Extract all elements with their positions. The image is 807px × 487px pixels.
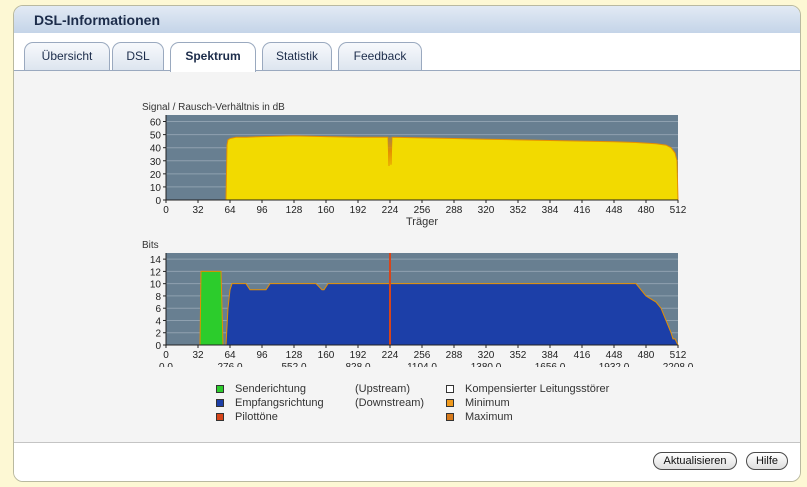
x-tick-label: 160 [318,205,335,216]
x-tick-label: 512 [670,350,687,361]
x-tick-label: 320 [478,205,495,216]
legend-label-downstream: Empfangsrichtung [235,397,324,409]
x-tick-label-khz: 0.0 [159,362,173,367]
x-tick-label: 0 [163,350,169,361]
page-title: DSL-Informationen [34,12,160,28]
y-tick-label: 10 [150,280,162,291]
legend-swatch-compensated [446,385,454,393]
tab-statistik[interactable]: Statistik [262,42,332,70]
series-area-1 [225,283,679,346]
x-tick-label: 160 [318,350,335,361]
x-tick-label: 384 [542,205,559,216]
x-tick-label-khz: 552.0 [281,362,306,367]
x-tick-label: 96 [256,350,268,361]
tab-spektrum[interactable]: Spektrum [170,42,256,72]
tab-feedback[interactable]: Feedback [338,42,422,70]
help-button[interactable]: Hilfe [746,452,788,470]
x-tick-label: 128 [286,350,303,361]
x-tick-label: 224 [382,205,399,216]
x-tick-label: 288 [446,205,463,216]
series-area-0 [166,135,679,201]
x-tick-label: 448 [606,205,623,216]
y-tick-label: 0 [155,341,161,352]
x-tick-label: 192 [350,350,367,361]
y-tick-label: 20 [150,170,162,181]
x-tick-label-khz: 1104.0 [407,362,437,367]
legend-swatch-minimum [446,399,454,407]
y-tick-label: 2 [155,329,161,340]
x-tick-label: 512 [670,205,687,216]
x-tick-label: 128 [286,205,303,216]
y-tick-label: 8 [155,292,161,303]
x-tick-label: 32 [192,205,204,216]
x-tick-label: 384 [542,350,559,361]
x-tick-label: 192 [350,205,367,216]
dsl-info-panel: DSL-Informationen Übersicht DSL Spektrum… [13,5,801,482]
x-tick-label: 352 [510,350,527,361]
y-tick-label: 30 [150,157,162,168]
y-tick-label: 6 [155,304,161,315]
legend-label-maximum: Maximum [465,411,513,423]
x-tick-label: 224 [382,350,399,361]
tab-dsl[interactable]: DSL [112,42,164,70]
chart-title: Bits [142,240,159,251]
legend-swatch-maximum [446,413,454,421]
x-tick-label: 416 [574,205,591,216]
legend-note-upstream: (Upstream) [355,383,411,395]
legend-note-downstream: (Downstream) [355,397,425,409]
chart-title: Signal / Rausch-Verhältnis in dB [142,102,285,113]
x-tick-label: 288 [446,350,463,361]
y-tick-label: 60 [150,118,162,129]
x-tick-label: 256 [414,350,431,361]
legend-swatch-downstream [216,399,224,407]
y-tick-label: 40 [150,144,162,155]
x-tick-label: 448 [606,350,623,361]
spectrum-content: Signal / Rausch-Verhältnis in dB 0 10 20 30 4… [14,71,800,443]
legend-label-compensated: Kompensierter Leitungsstörer [465,383,610,395]
x-tick-label: 32 [192,350,204,361]
x-tick-label-khz: 828.0 [345,362,370,367]
x-tick-label: 96 [256,205,268,216]
legend-swatch-pilot [216,413,224,421]
x-tick-label-khz: 2208.0 [663,362,694,367]
tab-uebersicht[interactable]: Übersicht [24,42,110,70]
y-tick-label: 0 [155,196,161,207]
x-tick-label-khz: 1932.0 [599,362,630,367]
x-tick-label-khz: 276.0 [217,362,242,367]
x-tick-label: 320 [478,350,495,361]
x-axis-label: Träger [406,216,438,228]
snr-chart: Signal / Rausch-Verhältnis in dB01020304… [142,102,687,228]
series-area-0 [198,270,224,346]
legend-label-upstream: Senderichtung [235,383,306,395]
x-tick-label: 352 [510,205,527,216]
x-tick-label: 480 [638,205,655,216]
y-tick-label: 12 [150,267,162,278]
x-tick-label: 256 [414,205,431,216]
x-tick-label: 416 [574,350,591,361]
x-tick-label: 480 [638,350,655,361]
legend: Senderichtung (Upstream) Empfangsrichtun… [14,381,800,431]
y-tick-label: 4 [155,316,161,327]
tab-underline [14,70,800,71]
legend-label-minimum: Minimum [465,397,510,409]
refresh-button[interactable]: Aktualisieren [653,452,737,470]
x-tick-label-khz: 1380.0 [471,362,502,367]
legend-label-pilot: Pilottöne [235,411,278,423]
x-tick-label: 0 [163,205,169,216]
x-tick-label: 64 [224,205,236,216]
y-tick-label: 14 [150,255,162,266]
y-tick-label: 50 [150,131,162,142]
y-tick-label: 10 [150,183,162,194]
legend-swatch-upstream [216,385,224,393]
x-tick-label-khz: 1656.0 [535,362,566,367]
x-tick-label: 64 [224,350,236,361]
